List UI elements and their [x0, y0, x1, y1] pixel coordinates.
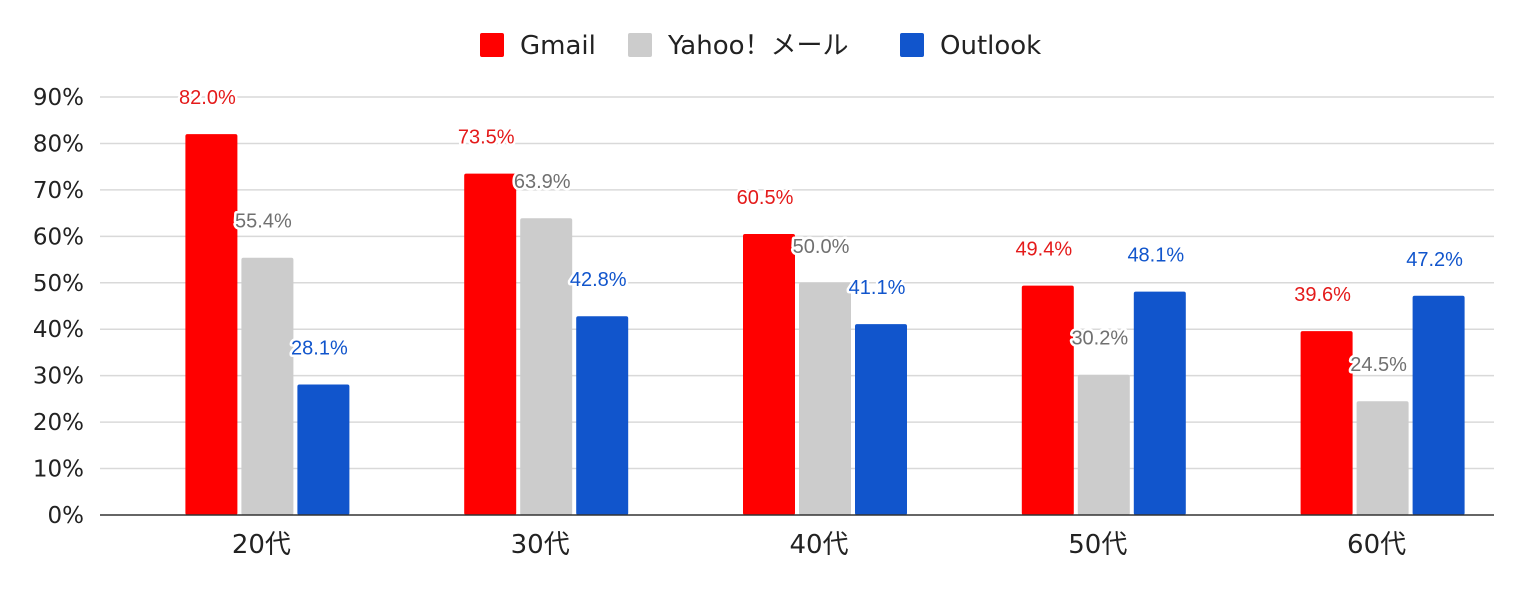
legend-label: Yahoo！メール	[667, 31, 849, 61]
bar-outlook	[1133, 291, 1186, 515]
bar-yahoo	[520, 218, 573, 515]
bar-yahoo	[799, 282, 851, 515]
data-label: 55.4%	[235, 211, 292, 233]
legend-swatch	[628, 33, 652, 57]
bar-outlook	[855, 324, 907, 515]
data-label: 24.5%	[1350, 354, 1407, 376]
data-label: 73.5%	[458, 127, 515, 149]
bar-gmail	[185, 134, 238, 515]
y-tick-label: 10%	[33, 457, 84, 483]
x-category-label: 40代	[789, 530, 848, 560]
legend-label: Outlook	[940, 31, 1041, 61]
data-label: 50.0%	[793, 236, 850, 258]
legend-swatch	[480, 33, 504, 57]
legend-label: Gmail	[520, 31, 596, 61]
x-category-label: 60代	[1347, 530, 1406, 560]
data-label: 30.2%	[1071, 328, 1128, 350]
data-label: 42.8%	[570, 269, 627, 291]
data-label: 49.4%	[1015, 239, 1072, 261]
data-labels: 82.0% 55.4% 28.1% 73.5% 63.9% 42.8% 60.5% 50.0%…	[177, 85, 1466, 379]
data-label: 47.2%	[1406, 249, 1463, 271]
x-category-label: 30代	[511, 530, 570, 560]
y-tick-label: 90%	[33, 85, 84, 111]
y-tick-label: 50%	[33, 271, 84, 297]
y-tick-label: 30%	[33, 364, 84, 390]
bar-outlook	[297, 384, 350, 515]
bar-outlook	[1412, 295, 1465, 515]
y-tick-label: 0%	[48, 503, 85, 529]
y-tick-label: 80%	[33, 131, 84, 157]
bars	[185, 134, 1465, 515]
y-tick-label: 40%	[33, 317, 84, 343]
bar-yahoo	[1077, 374, 1130, 515]
data-label: 60.5%	[737, 187, 794, 209]
bar-yahoo	[1356, 401, 1409, 515]
bar-gmail	[1021, 285, 1074, 515]
bar-gmail	[464, 173, 517, 515]
x-category-label: 50代	[1068, 530, 1127, 560]
bar-gmail	[743, 234, 795, 515]
data-label: 63.9%	[514, 171, 571, 193]
y-axis-ticks: 0% 10% 20% 30% 40% 50% 60% 70% 80% 90%	[33, 85, 84, 529]
y-tick-label: 20%	[33, 410, 84, 436]
bar-gmail	[1300, 331, 1353, 515]
x-axis-categories: 20代 30代 40代 50代 60代	[232, 530, 1406, 560]
data-label: 39.6%	[1294, 284, 1351, 306]
y-tick-label: 70%	[33, 178, 84, 204]
data-label: 82.0%	[179, 87, 236, 109]
bar-outlook	[576, 316, 629, 515]
bar-yahoo	[241, 257, 294, 515]
data-label: 41.1%	[849, 277, 906, 299]
y-tick-label: 60%	[33, 224, 84, 250]
data-label: 28.1%	[291, 337, 348, 359]
legend-swatch	[900, 33, 924, 57]
x-category-label: 20代	[232, 530, 291, 560]
data-label: 48.1%	[1127, 245, 1184, 267]
legend: Gmail Yahoo！メール Outlook	[480, 31, 1041, 61]
